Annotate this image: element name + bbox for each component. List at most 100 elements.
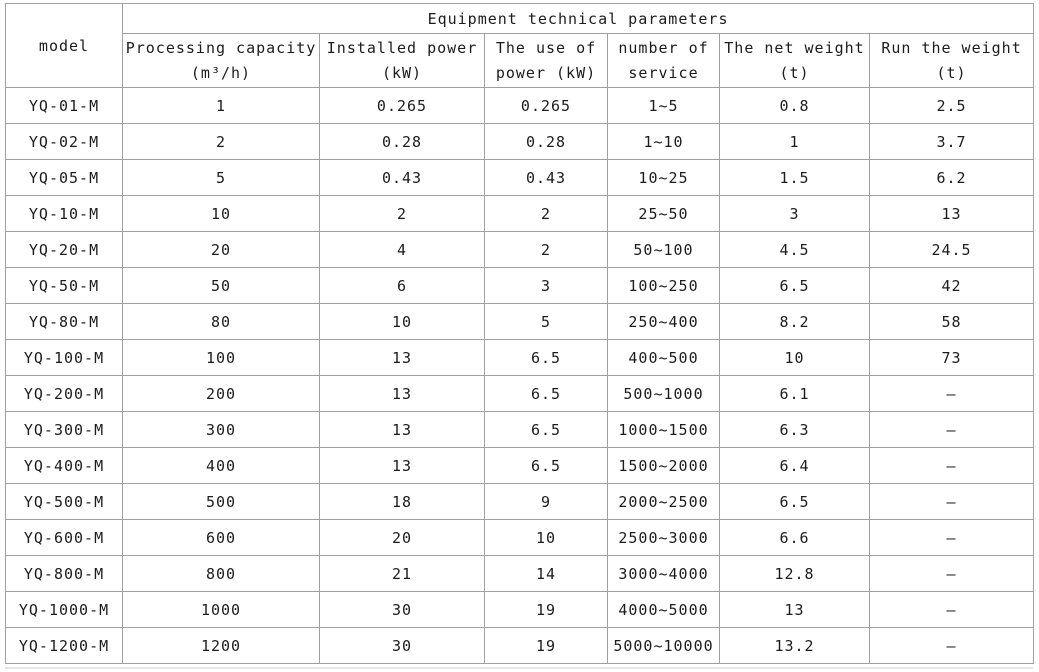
cell-use-of-power: 19 [484, 591, 608, 628]
header-line: Run the weight [881, 38, 1022, 57]
header-line: The use of [495, 38, 597, 57]
cell-number-of-service: 2000~2500 [607, 483, 720, 520]
table-row: YQ-20-M 20 4 2 50~100 4.5 24.5 [5, 231, 1035, 268]
cell-model: YQ-10-M [5, 195, 123, 232]
cell-processing-capacity: 1 [122, 87, 320, 124]
table-bottom-rule [5, 667, 1033, 669]
cell-processing-capacity: 500 [122, 483, 320, 520]
cell-number-of-service: 1500~2000 [607, 447, 720, 484]
column-header-installed-power: Installed power (kW) [319, 33, 485, 88]
cell-installed-power: 6 [319, 267, 485, 304]
cell-installed-power: 2 [319, 195, 485, 232]
table-row: YQ-05-M 5 0.43 0.43 10~25 1.5 6.2 [5, 159, 1035, 196]
header-line: service [628, 63, 699, 82]
cell-processing-capacity: 1200 [122, 627, 320, 664]
cell-installed-power: 13 [319, 411, 485, 448]
cell-installed-power: 21 [319, 555, 485, 592]
column-header-net-weight: The net weight (t) [719, 33, 870, 88]
cell-installed-power: 30 [319, 591, 485, 628]
table-row: YQ-400-M 400 13 6.5 1500~2000 6.4 — [5, 447, 1035, 484]
cell-run-weight: — [868, 483, 1035, 520]
table-row: YQ-10-M 10 2 2 25~50 3 13 [5, 195, 1035, 232]
cell-net-weight: 0.8 [719, 87, 870, 124]
cell-run-weight: 13 [868, 195, 1035, 232]
cell-installed-power: 30 [319, 627, 485, 664]
cell-net-weight: 1.5 [719, 159, 870, 196]
cell-net-weight: 8.2 [719, 303, 870, 340]
cell-model: YQ-20-M [5, 231, 123, 268]
cell-net-weight: 6.5 [719, 267, 870, 304]
cell-model: YQ-1200-M [5, 627, 123, 664]
cell-run-weight: — [868, 447, 1035, 484]
cell-use-of-power: 6.5 [484, 447, 608, 484]
cell-net-weight: 6.4 [719, 447, 870, 484]
cell-use-of-power: 2 [484, 195, 608, 232]
cell-installed-power: 10 [319, 303, 485, 340]
header-line: (m³/h) [190, 63, 252, 82]
cell-number-of-service: 1~10 [607, 123, 720, 160]
cell-model: YQ-400-M [5, 447, 123, 484]
cell-number-of-service: 25~50 [607, 195, 720, 232]
cell-processing-capacity: 200 [122, 375, 320, 412]
header-line: (t) [936, 63, 967, 82]
column-header-use-of-power: The use of power (kW) [484, 33, 608, 88]
cell-model: YQ-02-M [5, 123, 123, 160]
table-row: YQ-600-M 600 20 10 2500~3000 6.6 — [5, 519, 1035, 556]
cell-run-weight: — [868, 591, 1035, 628]
column-header-model: model [5, 3, 123, 88]
cell-model: YQ-500-M [5, 483, 123, 520]
cell-net-weight: 10 [719, 339, 870, 376]
cell-net-weight: 6.3 [719, 411, 870, 448]
cell-number-of-service: 1000~1500 [607, 411, 720, 448]
equipment-parameters-table: model Equipment technical parameters Pro… [5, 3, 1035, 664]
cell-use-of-power: 2 [484, 231, 608, 268]
cell-net-weight: 13.2 [719, 627, 870, 664]
group-header-row: model Equipment technical parameters [5, 3, 1035, 88]
column-header-number-of-service: number of service [607, 33, 720, 88]
cell-processing-capacity: 20 [122, 231, 320, 268]
cell-run-weight: — [868, 519, 1035, 556]
table-row: YQ-01-M 1 0.265 0.265 1~5 0.8 2.5 [5, 87, 1035, 124]
table-row: YQ-1000-M 1000 30 19 4000~5000 13 — [5, 591, 1035, 628]
cell-processing-capacity: 5 [122, 159, 320, 196]
cell-model: YQ-80-M [5, 303, 123, 340]
header-line: power (kW) [495, 63, 597, 82]
cell-installed-power: 13 [319, 339, 485, 376]
cell-run-weight: 3.7 [868, 123, 1035, 160]
cell-processing-capacity: 100 [122, 339, 320, 376]
cell-net-weight: 6.5 [719, 483, 870, 520]
cell-run-weight: — [868, 375, 1035, 412]
header-line: (kW) [381, 63, 423, 82]
header-line: The net weight [724, 38, 865, 57]
cell-net-weight: 1 [719, 123, 870, 160]
cell-run-weight: 73 [868, 339, 1035, 376]
cell-use-of-power: 6.5 [484, 339, 608, 376]
table-row: YQ-50-M 50 6 3 100~250 6.5 42 [5, 267, 1035, 304]
cell-net-weight: 6.6 [719, 519, 870, 556]
cell-use-of-power: 3 [484, 267, 608, 304]
cell-use-of-power: 9 [484, 483, 608, 520]
cell-number-of-service: 250~400 [607, 303, 720, 340]
header-line: (t) [779, 63, 810, 82]
table-row: YQ-1200-M 1200 30 19 5000~10000 13.2 — [5, 627, 1035, 664]
table-header: model Equipment technical parameters Pro… [5, 3, 1035, 88]
cell-use-of-power: 6.5 [484, 375, 608, 412]
cell-number-of-service: 2500~3000 [607, 519, 720, 556]
table-row: YQ-02-M 2 0.28 0.28 1~10 1 3.7 [5, 123, 1035, 160]
cell-number-of-service: 50~100 [607, 231, 720, 268]
cell-installed-power: 0.265 [319, 87, 485, 124]
cell-number-of-service: 1~5 [607, 87, 720, 124]
cell-processing-capacity: 800 [122, 555, 320, 592]
cell-installed-power: 13 [319, 375, 485, 412]
column-header-processing-capacity: Processing capacity (m³/h) [122, 33, 320, 88]
column-header-run-weight: Run the weight (t) [868, 33, 1035, 88]
cell-use-of-power: 14 [484, 555, 608, 592]
cell-use-of-power: 6.5 [484, 411, 608, 448]
cell-model: YQ-100-M [5, 339, 123, 376]
table-row: YQ-800-M 800 21 14 3000~4000 12.8 — [5, 555, 1035, 592]
cell-processing-capacity: 300 [122, 411, 320, 448]
table-row: YQ-80-M 80 10 5 250~400 8.2 58 [5, 303, 1035, 340]
cell-processing-capacity: 2 [122, 123, 320, 160]
cell-installed-power: 20 [319, 519, 485, 556]
